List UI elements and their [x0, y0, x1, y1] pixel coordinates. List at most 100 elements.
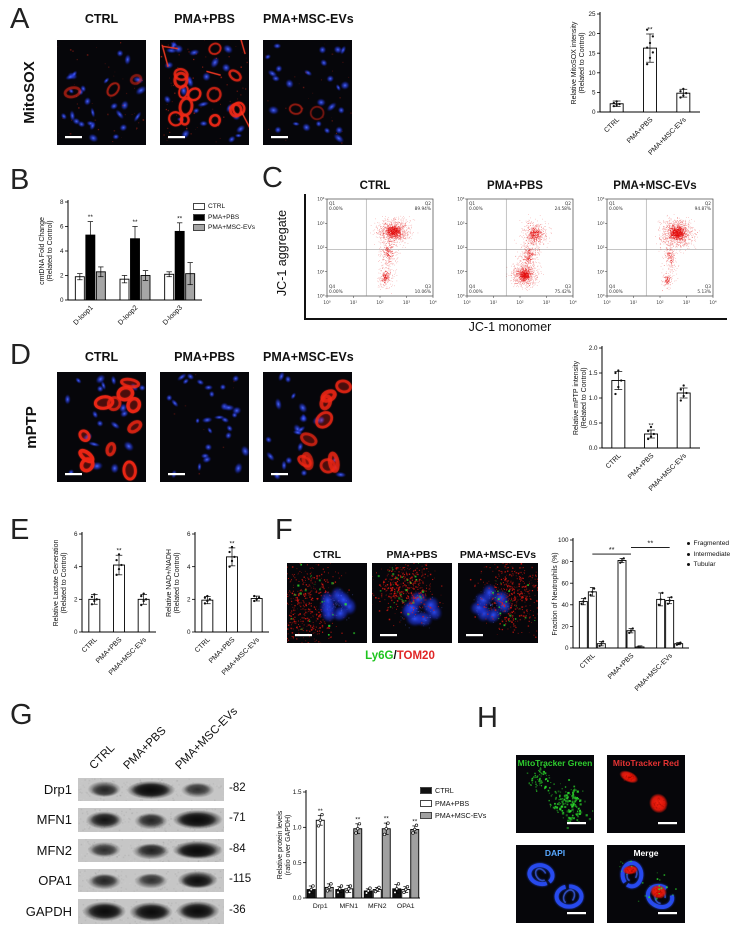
svg-text:OPA1: OPA1: [397, 903, 415, 910]
svg-text:**: **: [355, 816, 361, 823]
legend-dot-intermediate: [687, 552, 690, 556]
svg-text:CTRL: CTRL: [579, 652, 597, 670]
panel-a-title-pma-pbs: PMA+PBS: [174, 12, 235, 26]
dapi-canvas: [516, 845, 594, 923]
ly6g-label: Ly6G: [365, 650, 394, 662]
svg-text:(Related to Control): (Related to Control): [579, 32, 586, 93]
legend-item: Fragmented: [687, 540, 730, 547]
mtdna-bar-chart: 0 2 4 6 8 cmtDNA Fold Change (Related to Contr…: [36, 190, 214, 345]
svg-text:**: **: [116, 548, 122, 555]
svg-text:40: 40: [561, 602, 569, 609]
svg-text:0.5: 0.5: [589, 420, 598, 427]
svg-text:8: 8: [60, 199, 64, 206]
panel-f-letter: F: [275, 514, 293, 546]
mitosox-bar-chart: 0 5 10 15 20 25 Relative MitoSOX intensity (Rel…: [570, 4, 732, 163]
svg-text:(Related to Control): (Related to Control): [61, 552, 68, 613]
svg-text:**: **: [88, 214, 94, 221]
blot-strip-mfn1: [78, 808, 224, 832]
panel-c-letter: C: [262, 162, 283, 194]
svg-text:**: **: [648, 423, 654, 430]
svg-text:1.0: 1.0: [293, 825, 302, 832]
mitosox-micrograph-pma-pbs: [160, 40, 249, 145]
svg-text:Relative NAD+/NADH: Relative NAD+/NADH: [166, 549, 173, 617]
mitosox-micrograph-pma-msc-evs: [263, 40, 352, 145]
svg-text:**: **: [609, 545, 615, 554]
svg-text:Relative MitoSOX intensity: Relative MitoSOX intensity: [571, 21, 578, 104]
panel-a-title-pma-msc-evs: PMA+MSC-EVs: [263, 12, 354, 26]
panel-g-letter: G: [10, 699, 33, 731]
flow-title-ctrl: CTRL: [359, 180, 391, 192]
mptp-row-label: mPTP: [22, 405, 40, 449]
merge-image: Merge: [607, 845, 685, 923]
svg-text:PMA+MSC-EVs: PMA+MSC-EVs: [634, 652, 675, 693]
svg-text:2: 2: [60, 273, 64, 280]
legend-swatch-pma-msc-evs: [193, 224, 205, 231]
svg-text:2: 2: [187, 597, 191, 604]
mptp-micrograph-ctrl: [57, 372, 146, 482]
svg-text:D-loop1: D-loop1: [72, 304, 94, 326]
mptp-micrograph-pma-pbs: [160, 372, 249, 482]
legend-item: Tubular: [687, 561, 730, 568]
panel-g-legend: CTRL PMA+PBS PMA+MSC-EVs: [420, 786, 486, 824]
svg-text:4: 4: [60, 248, 64, 255]
mitotracker-green-label: MitoTracker Green: [517, 758, 593, 768]
mw-label-mfn1: -71: [229, 812, 246, 824]
mptp-bar-chart: 0.0 0.5 1.0 1.5 2.0 Relative mPTP intensity (R…: [570, 338, 732, 515]
svg-text:0: 0: [187, 629, 191, 636]
blot-lane-pma-pbs: PMA+PBS: [121, 724, 169, 772]
svg-text:PMA+PBS: PMA+PBS: [607, 652, 636, 681]
blot-label-mfn2: MFN2: [36, 843, 72, 858]
svg-text:D-loop3: D-loop3: [162, 304, 184, 326]
svg-text:0.5: 0.5: [293, 860, 302, 867]
protein-levels-bar-chart: 0.0 0.5 1.0 1.5 Relative protein levels (rati…: [276, 780, 424, 921]
svg-text:100: 100: [558, 537, 569, 544]
panel-f-title-ctrl: CTRL: [313, 549, 341, 561]
svg-text:15: 15: [588, 50, 596, 57]
legend-dot-fragmented: [687, 542, 690, 545]
panel-a-letter: A: [10, 3, 30, 35]
svg-text:5: 5: [592, 90, 596, 97]
svg-text:**: **: [384, 816, 390, 823]
svg-text:25: 25: [588, 11, 596, 18]
svg-text:CTRL: CTRL: [605, 452, 623, 470]
svg-text:MFN1: MFN1: [339, 903, 358, 910]
blot-lane-pma-msc-evs: PMA+MSC-EVs: [173, 705, 241, 772]
panel-b-legend: CTRL PMA+PBS PMA+MSC-EVs: [193, 203, 255, 235]
svg-text:CTRL: CTRL: [81, 636, 99, 654]
mitotracker-red-label: MitoTracker Red: [612, 758, 680, 768]
svg-text:0: 0: [60, 297, 64, 304]
merge-label: Merge: [633, 848, 659, 858]
flow-x-axis-label: JC-1 monomer: [468, 320, 552, 334]
svg-text:0: 0: [565, 645, 569, 652]
svg-text:1.0: 1.0: [589, 395, 598, 402]
mptp-micrograph-pma-msc-evs: [263, 372, 352, 482]
mw-label-gapdh: -36: [229, 904, 246, 916]
svg-text:10: 10: [588, 70, 596, 77]
legend-dot-tubular: [687, 563, 690, 566]
panel-e-letter: E: [10, 514, 30, 546]
legend-swatch-ctrl: [420, 787, 432, 794]
legend-swatch-ctrl: [193, 203, 205, 210]
panel-d-title-pma-msc-evs: PMA+MSC-EVs: [263, 350, 354, 364]
blot-strip-drp1: [78, 778, 224, 801]
mw-label-opa1: -115: [229, 873, 252, 885]
flow-axis-frame: [304, 194, 727, 320]
svg-text:4: 4: [187, 564, 191, 571]
svg-text:**: **: [647, 539, 653, 548]
svg-text:80: 80: [561, 559, 569, 566]
flow-plot-ctrl: [312, 196, 438, 310]
panel-f-title-pma-pbs: PMA+PBS: [386, 549, 438, 561]
flow-title-pma-msc-evs: PMA+MSC-EVs: [613, 180, 697, 192]
flow-plot-pma-msc-evs: [592, 196, 718, 310]
panel-f-title-pma-msc-evs: PMA+MSC-EVs: [459, 549, 537, 561]
tom20-label: TOM20: [396, 650, 435, 662]
svg-text:PMA+PBS: PMA+PBS: [627, 452, 656, 481]
svg-text:**: **: [412, 818, 418, 825]
svg-text:CTRL: CTRL: [194, 636, 212, 654]
svg-text:(Related to Control): (Related to Control): [174, 552, 181, 613]
neutrophil-micrograph-pma-msc-evs: [458, 563, 538, 643]
svg-text:20: 20: [588, 31, 596, 38]
mitotracker-red-image: MitoTracker Red: [607, 755, 685, 833]
blot-label-gapdh: GAPDH: [25, 904, 72, 919]
svg-text:**: **: [318, 808, 324, 815]
